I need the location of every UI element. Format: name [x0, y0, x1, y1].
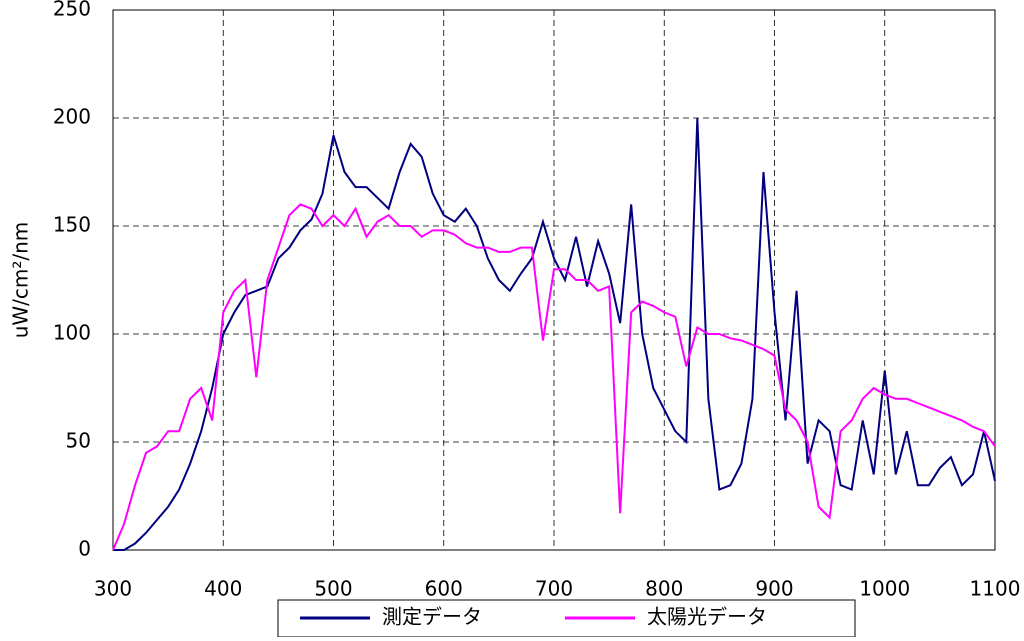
- x-tick-label: 1000: [859, 577, 910, 601]
- y-tick-label: 150: [53, 213, 91, 237]
- data-line: [113, 117, 996, 551]
- y-tick-label: 0: [78, 537, 91, 561]
- x-tick-label: 800: [645, 577, 683, 601]
- data-line: [112, 203, 996, 551]
- y-tick-label: 250: [53, 0, 91, 21]
- x-tick-label: 1100: [970, 577, 1021, 601]
- plot-frame: [112, 9, 996, 551]
- legend-label: 太陽光データ: [647, 605, 767, 629]
- x-tick-label: 900: [755, 577, 793, 601]
- x-tick-label: 300: [94, 577, 132, 601]
- y-tick-label: 50: [66, 429, 91, 453]
- y-tick-label: 200: [53, 105, 91, 129]
- legend-label: 測定データ: [382, 605, 482, 629]
- x-tick-label: 400: [204, 577, 242, 601]
- x-tick-label: 600: [425, 577, 463, 601]
- y-tick-label: 100: [53, 321, 91, 345]
- y-axis-label: uW/cm²/nm: [9, 222, 33, 339]
- x-tick-label: 500: [314, 577, 352, 601]
- x-tick-label: 700: [535, 577, 573, 601]
